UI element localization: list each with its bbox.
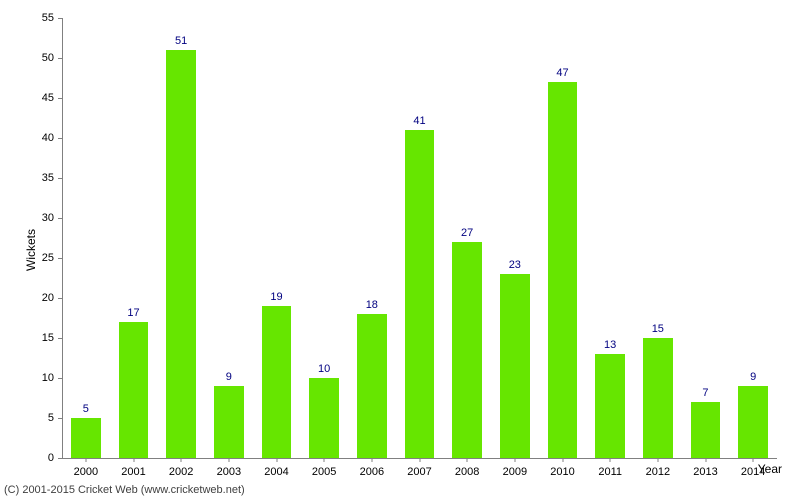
bar-value-label: 15 [652, 323, 664, 335]
y-tick-label: 5 [0, 413, 62, 424]
chart-bar: 27 [452, 242, 482, 458]
y-tick-label: 10 [0, 373, 62, 384]
bar-value-label: 23 [509, 259, 521, 271]
bar-value-label: 9 [226, 371, 232, 383]
bar-value-label: 9 [750, 371, 756, 383]
y-tick-mark [58, 338, 62, 339]
x-tick-label: 2011 [598, 458, 622, 500]
y-tick-label: 40 [0, 133, 62, 144]
chart-bar: 13 [595, 354, 625, 458]
x-tick-label: 2008 [455, 458, 479, 500]
chart-bar: 5 [71, 418, 101, 458]
chart-bar: 15 [643, 338, 673, 458]
x-tick-label: 2005 [312, 458, 336, 500]
bar-value-label: 19 [270, 291, 282, 303]
chart-bar: 23 [500, 274, 530, 458]
bar-value-label: 10 [318, 363, 330, 375]
chart-bar: 7 [691, 402, 721, 458]
chart-container: Wickets Year 0510152025303540455055 2000… [0, 0, 800, 500]
x-tick-label: 2014 [741, 458, 765, 500]
y-tick-mark [58, 298, 62, 299]
bar-value-label: 47 [556, 67, 568, 79]
bar-value-label: 51 [175, 35, 187, 47]
bar-value-label: 27 [461, 227, 473, 239]
x-tick-label: 2006 [360, 458, 384, 500]
x-tick-label: 2013 [693, 458, 717, 500]
chart-bar: 19 [262, 306, 292, 458]
y-tick-mark [58, 18, 62, 19]
chart-bar: 41 [405, 130, 435, 458]
y-tick-mark [58, 218, 62, 219]
x-tick-label: 2004 [264, 458, 288, 500]
bar-value-label: 5 [83, 403, 89, 415]
bar-value-label: 7 [702, 387, 708, 399]
y-tick-label: 55 [0, 13, 62, 24]
y-tick-mark [58, 178, 62, 179]
x-tick-label: 2010 [550, 458, 574, 500]
chart-bar: 9 [738, 386, 768, 458]
chart-bar: 18 [357, 314, 387, 458]
chart-bar: 10 [309, 378, 339, 458]
bar-value-label: 13 [604, 339, 616, 351]
y-tick-label: 45 [0, 93, 62, 104]
y-tick-label: 0 [0, 453, 62, 464]
y-tick-mark [58, 378, 62, 379]
bar-value-label: 41 [413, 115, 425, 127]
y-axis-line [62, 18, 63, 458]
y-axis-label: Wickets [24, 229, 38, 271]
y-tick-mark [58, 418, 62, 419]
y-tick-label: 30 [0, 213, 62, 224]
chart-bar: 9 [214, 386, 244, 458]
x-axis-line [62, 458, 777, 459]
y-tick-mark [58, 258, 62, 259]
chart-bar: 17 [119, 322, 149, 458]
copyright-text: (C) 2001-2015 Cricket Web (www.cricketwe… [4, 484, 245, 496]
x-tick-label: 2012 [646, 458, 670, 500]
y-tick-label: 15 [0, 333, 62, 344]
y-tick-label: 20 [0, 293, 62, 304]
x-tick-label: 2007 [407, 458, 431, 500]
y-tick-mark [58, 138, 62, 139]
y-tick-label: 25 [0, 253, 62, 264]
y-tick-label: 35 [0, 173, 62, 184]
chart-bar: 47 [548, 82, 578, 458]
bar-value-label: 17 [127, 307, 139, 319]
y-tick-mark [58, 98, 62, 99]
y-tick-mark [58, 58, 62, 59]
chart-bar: 51 [166, 50, 196, 458]
bar-value-label: 18 [366, 299, 378, 311]
y-tick-label: 50 [0, 53, 62, 64]
x-tick-label: 2009 [503, 458, 527, 500]
